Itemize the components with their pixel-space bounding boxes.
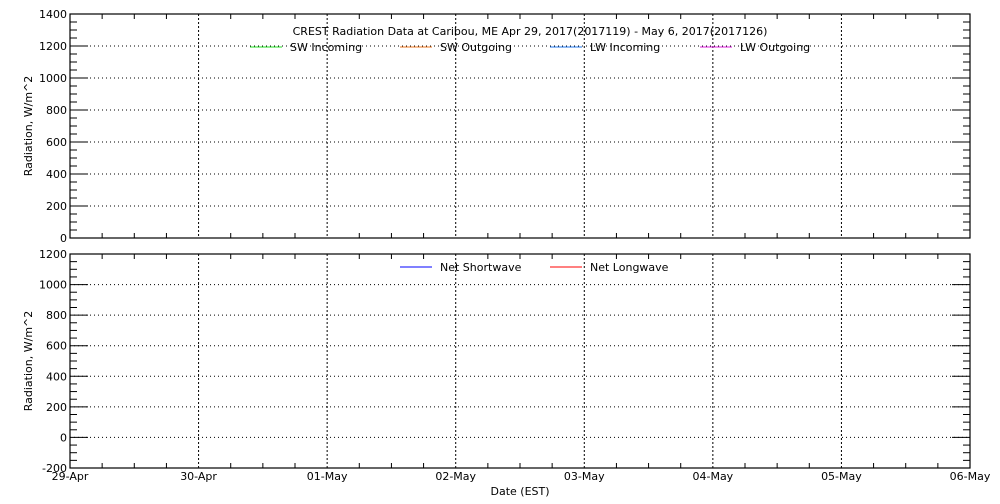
y-tick-label: 1200 (39, 40, 67, 53)
legend-label: Net Longwave (590, 261, 669, 274)
x-axis-label: Date (EST) (490, 485, 549, 498)
x-tick-label: 06-May (950, 470, 991, 483)
y-tick-label: 1200 (39, 248, 67, 261)
legend-label: Net Shortwave (440, 261, 522, 274)
x-tick-label: 29-Apr (52, 470, 89, 483)
y-tick-label: 600 (46, 340, 67, 353)
y-axis-label: Radiation, W/m^2 (22, 311, 35, 412)
y-tick-label: 600 (46, 136, 67, 149)
y-tick-label: 200 (46, 200, 67, 213)
y-tick-label: 400 (46, 168, 67, 181)
plot-frame (69, 13, 971, 239)
y-tick-label: 0 (60, 431, 67, 444)
plot-frame (69, 253, 971, 469)
x-tick-label: 05-May (821, 470, 862, 483)
y-tick-label: 1000 (39, 279, 67, 292)
x-tick-label: 01-May (307, 470, 348, 483)
y-tick-label: 1400 (39, 8, 67, 21)
plot-panel-2: -200 0 200 400 600 800 1000 1200 29-Apr 30-Apr 01-… (22, 248, 991, 498)
legend-label: LW Incoming (590, 41, 660, 54)
legend-label: SW Incoming (290, 41, 362, 54)
y-tick-label: 1000 (39, 72, 67, 85)
y-tick-label: 800 (46, 309, 67, 322)
legend: SW Incoming SW Outgoing LW Incoming LW Outg… (250, 41, 810, 54)
x-tick-label: 30-Apr (180, 470, 217, 483)
y-tick-label: -200 (42, 462, 67, 475)
chart-title: CREST Radiation Data at Caribou, ME Apr … (293, 25, 768, 38)
legend-label: LW Outgoing (740, 41, 810, 54)
y-tick-label: 800 (46, 104, 67, 117)
y-tick-label: 0 (60, 232, 67, 245)
legend: Net Shortwave Net Longwave (400, 261, 669, 274)
y-axis-label: Radiation, W/m^2 (22, 76, 35, 177)
x-tick-label: 03-May (564, 470, 605, 483)
x-tick-label: 02-May (435, 470, 476, 483)
x-tick-label: 04-May (692, 470, 733, 483)
y-tick-label: 400 (46, 370, 67, 383)
y-tick-label: 200 (46, 401, 67, 414)
plot-panel-1: 0 200 400 600 800 1000 1200 1400 Radiation, W/m^… (22, 8, 971, 245)
legend-label: SW Outgoing (440, 41, 512, 54)
